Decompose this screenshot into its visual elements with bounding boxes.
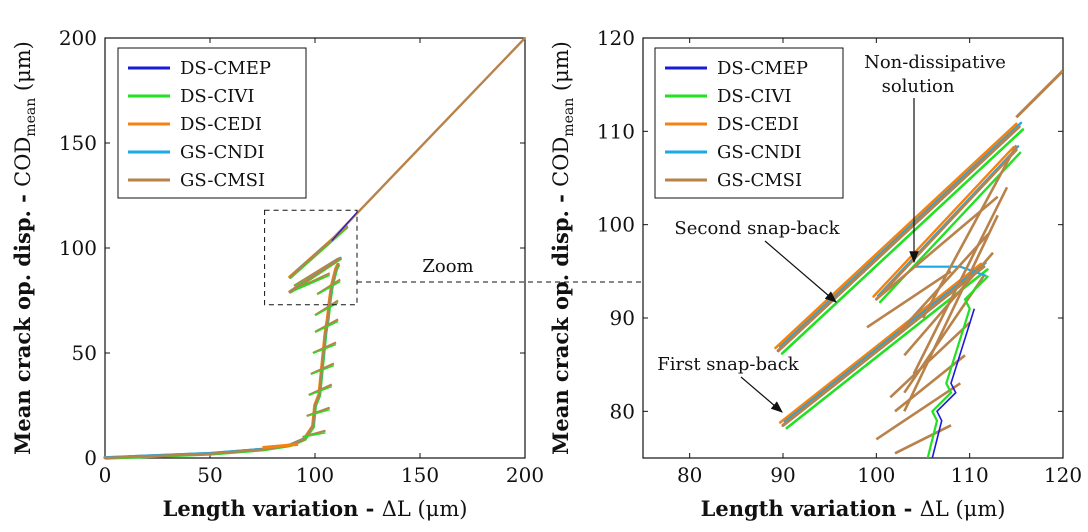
right-chart: 80 90 100 110 120 80 90 100 110 120 Length variati…: [548, 26, 1082, 521]
left-main-series-gs-cmsi: [103, 263, 340, 460]
left-main-series-ds-cedi: [103, 263, 339, 459]
right-xtick-label: 100: [857, 463, 895, 487]
right-plot-area: [774, 69, 1063, 458]
left-spike-green: [307, 409, 330, 417]
right-spike: [903, 251, 994, 357]
right-spike: [894, 233, 990, 338]
left-xtick-label: 200: [506, 463, 544, 487]
annotation-first-snap-back: First snap-back: [657, 354, 800, 375]
right-lower-series-ds-cedi: [778, 262, 983, 424]
zoom-label: Zoom: [422, 256, 473, 277]
right-series-ds-civi-zigzag: [926, 275, 990, 458]
left-main-series-ds-civi: [104, 264, 341, 460]
left-spike-green: [303, 432, 326, 438]
left-ytick-label: 0: [84, 446, 97, 470]
left-main-series-ds-cmep: [103, 263, 340, 460]
left-spike-green: [311, 364, 335, 375]
right-lower-series-gs-cmsi: [781, 265, 986, 427]
left-lower-series-gs-cmsi: [288, 257, 342, 294]
right-spike: [912, 186, 1009, 375]
right-legend-label-gs-cndi: GS-CNDI: [717, 142, 802, 163]
right-legend-label-ds-cmep: DS-CMEP: [717, 58, 808, 79]
left-xtick-label: 50: [197, 463, 222, 487]
left-xtick-label: 150: [401, 463, 439, 487]
left-series-gs-cmsi-final: [330, 37, 526, 241]
right-final-branch: [1015, 69, 1063, 119]
left-legend-label-ds-civi: DS-CIVI: [180, 86, 255, 107]
left-xtick-label: 0: [99, 463, 112, 487]
right-legend-label-gs-cmsi: GS-CMSI: [717, 170, 802, 191]
zoom-box: [264, 209, 358, 306]
left-legend-label-ds-cmep: DS-CMEP: [180, 58, 271, 79]
left-ytick-label: 50: [72, 341, 97, 365]
left-chart: 0 50 100 150 200 0 50 100 150 200 Length variation…: [10, 26, 544, 521]
arrow-first-snap-back: [740, 376, 783, 413]
right-xtick-label: 90: [770, 463, 795, 487]
left-main-series-gs-cndi: [104, 262, 340, 459]
annotation-non-dissipative: Non-dissipative: [864, 52, 1006, 73]
left-legend-label-ds-cedi: DS-CEDI: [180, 114, 262, 135]
right-ytick-label: 120: [597, 26, 635, 50]
left-spike-green: [309, 385, 333, 396]
right-ytick-label: 80: [610, 399, 635, 423]
left-spike: [316, 278, 341, 296]
left-series-ds-cmep-final: [331, 211, 358, 242]
left-series-ds-cedi-segment: [262, 442, 299, 449]
right-xlabel: Length variation - ΔL (μm): [701, 496, 1006, 521]
right-ytick-label: 90: [610, 306, 635, 330]
right-legend-label-ds-cedi: DS-CEDI: [717, 114, 799, 135]
right-middle-series-gs-cmsi: [875, 148, 1018, 301]
zoom-connector: Zoom: [357, 256, 643, 283]
right-series-ds-cmep-zigzag: [931, 308, 976, 458]
right-legend-box: [654, 47, 844, 199]
right-ytick-label: 100: [597, 213, 635, 237]
right-legend-label-ds-civi: DS-CIVI: [717, 86, 792, 107]
right-xtick-label: 80: [677, 463, 702, 487]
right-spike: [866, 270, 952, 329]
left-ytick-label: 100: [59, 236, 97, 260]
annotation-second-snap-back: Second snap-back: [674, 218, 840, 239]
left-spike-green: [313, 343, 337, 354]
left-legend-label-gs-cmsi: GS-CMSI: [180, 170, 265, 191]
left-ytick-label: 150: [59, 131, 97, 155]
right-spike: [903, 214, 999, 412]
left-spike-green: [315, 320, 339, 333]
annotation-solution: solution: [882, 76, 955, 97]
left-spike-green: [317, 280, 341, 295]
right-frame: [642, 37, 1064, 459]
right-spike: [894, 424, 952, 455]
left-xtick-label: 100: [296, 463, 334, 487]
right-xtick-label: 110: [951, 463, 989, 487]
right-ytick-label: 110: [597, 119, 635, 143]
right-lower-series-gs-cndi: [783, 261, 987, 423]
right-xtick-label: 120: [1044, 463, 1082, 487]
arrow-second-snap-back: [764, 240, 837, 303]
right-upper-series-ds-civi: [780, 128, 1025, 355]
right-upper-series-ds-cedi: [774, 122, 1018, 350]
left-legend-label-gs-cndi: GS-CNDI: [180, 142, 265, 163]
left-spike: [314, 299, 339, 317]
right-middle-series-ds-cedi: [872, 146, 1015, 298]
left-ylabel: Mean crack op. disp. - CODmean (μm): [10, 41, 39, 455]
left-xlabel: Length variation - ΔL (μm): [163, 496, 468, 521]
right-ylabel: Mean crack op. disp. - CODmean (μm): [548, 41, 577, 455]
right-spike: [894, 354, 966, 413]
right-spike: [875, 382, 962, 441]
left-ytick-label: 200: [59, 26, 97, 50]
right-spike: [875, 195, 999, 301]
right-upper-series-gs-cmsi: [776, 125, 1021, 353]
